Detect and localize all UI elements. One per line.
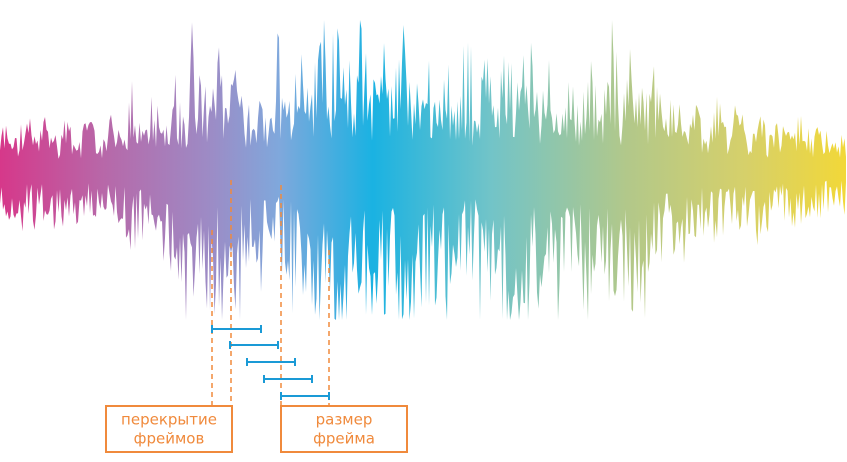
frame	[229, 341, 279, 349]
frame	[246, 358, 296, 366]
label-box	[105, 405, 233, 453]
label-text: фрейма	[313, 430, 375, 448]
frame	[280, 392, 330, 400]
label-text: перекрытие	[121, 411, 217, 429]
frame	[263, 375, 313, 383]
frame	[211, 325, 262, 333]
frame-brackets	[211, 325, 330, 400]
label-box	[280, 405, 408, 453]
label-text: фреймов	[134, 430, 205, 448]
waveform	[0, 20, 846, 320]
label-text: размер	[316, 411, 373, 429]
